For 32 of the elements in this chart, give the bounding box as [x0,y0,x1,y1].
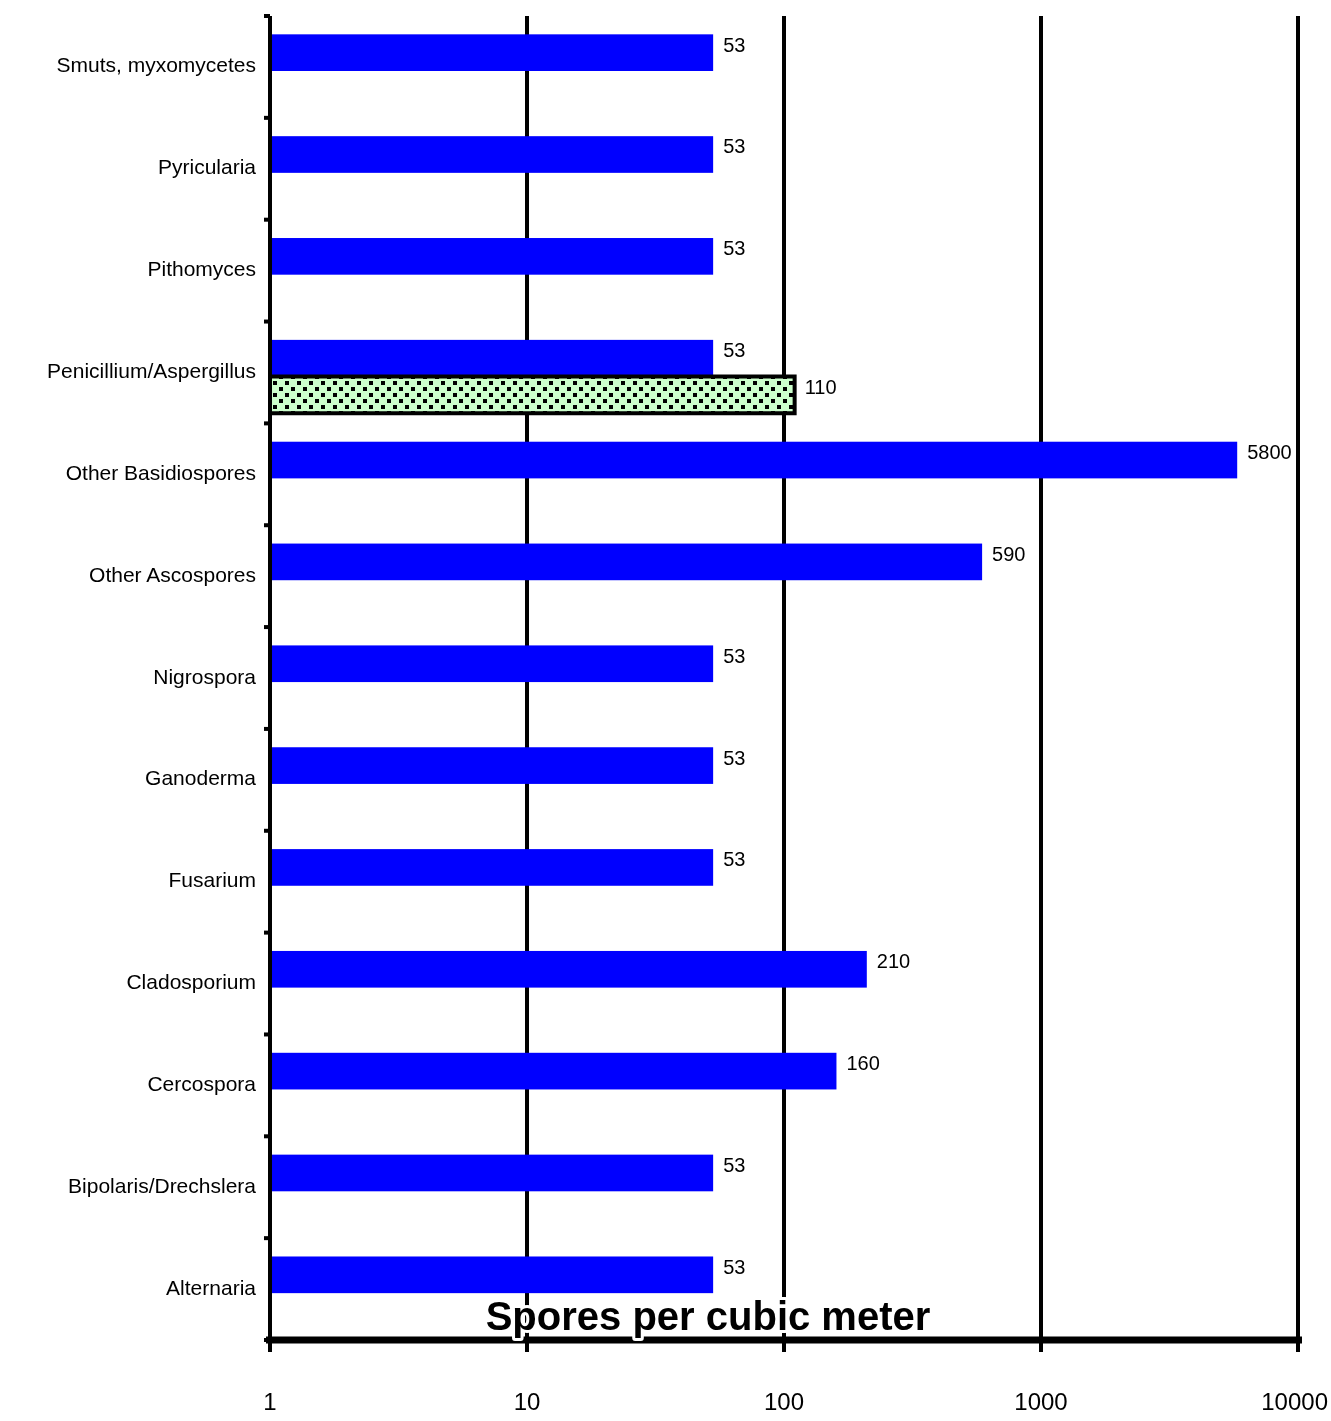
x-tick-label: 1000 [1014,1388,1068,1415]
y-tick-label: Other Ascospores [89,562,256,586]
y-tick-label: Pithomyces [147,257,256,281]
y-tick-label: Alternaria [166,1275,257,1299]
y-tick-label: Smuts, myxomycetes [56,53,256,77]
data-label: 53 [723,33,746,56]
y-tick-label: Cladosporium [126,970,256,994]
x-tick-label: 10000 [1261,1388,1328,1415]
y-tick-label: Bipolaris/Drechslera [68,1173,257,1197]
data-label: 110 [804,375,837,398]
x-tick-label: 1 [263,1388,277,1415]
data-label: 53 [723,1255,746,1278]
y-tick-label: Ganoderma [145,766,257,790]
data-label: 53 [723,237,746,260]
y-tick-label: Penicillium/Aspergillus [47,359,256,383]
y-tick-label: Other Basidiospores [65,460,256,484]
y-tick-label: Cercospora [147,1071,257,1095]
data-label: 53 [723,1153,746,1176]
data-label: 53 [723,644,746,667]
data-label: 53 [723,339,746,362]
data-label: 590 [992,542,1026,565]
data-label: 53 [723,746,746,769]
data-label: 160 [846,1052,880,1075]
y-tick-label: Pyricularia [157,155,257,179]
y-tick-label: Nigrospora [153,664,257,688]
data-label: 53 [723,848,746,871]
data-label: 53 [723,135,746,158]
data-label: 210 [876,950,911,973]
y-tick-label: Fusarium [168,868,256,892]
data-label: 5800 [1247,441,1292,463]
x-tick-label: 10 [513,1388,541,1415]
x-tick-label: 100 [763,1388,805,1415]
